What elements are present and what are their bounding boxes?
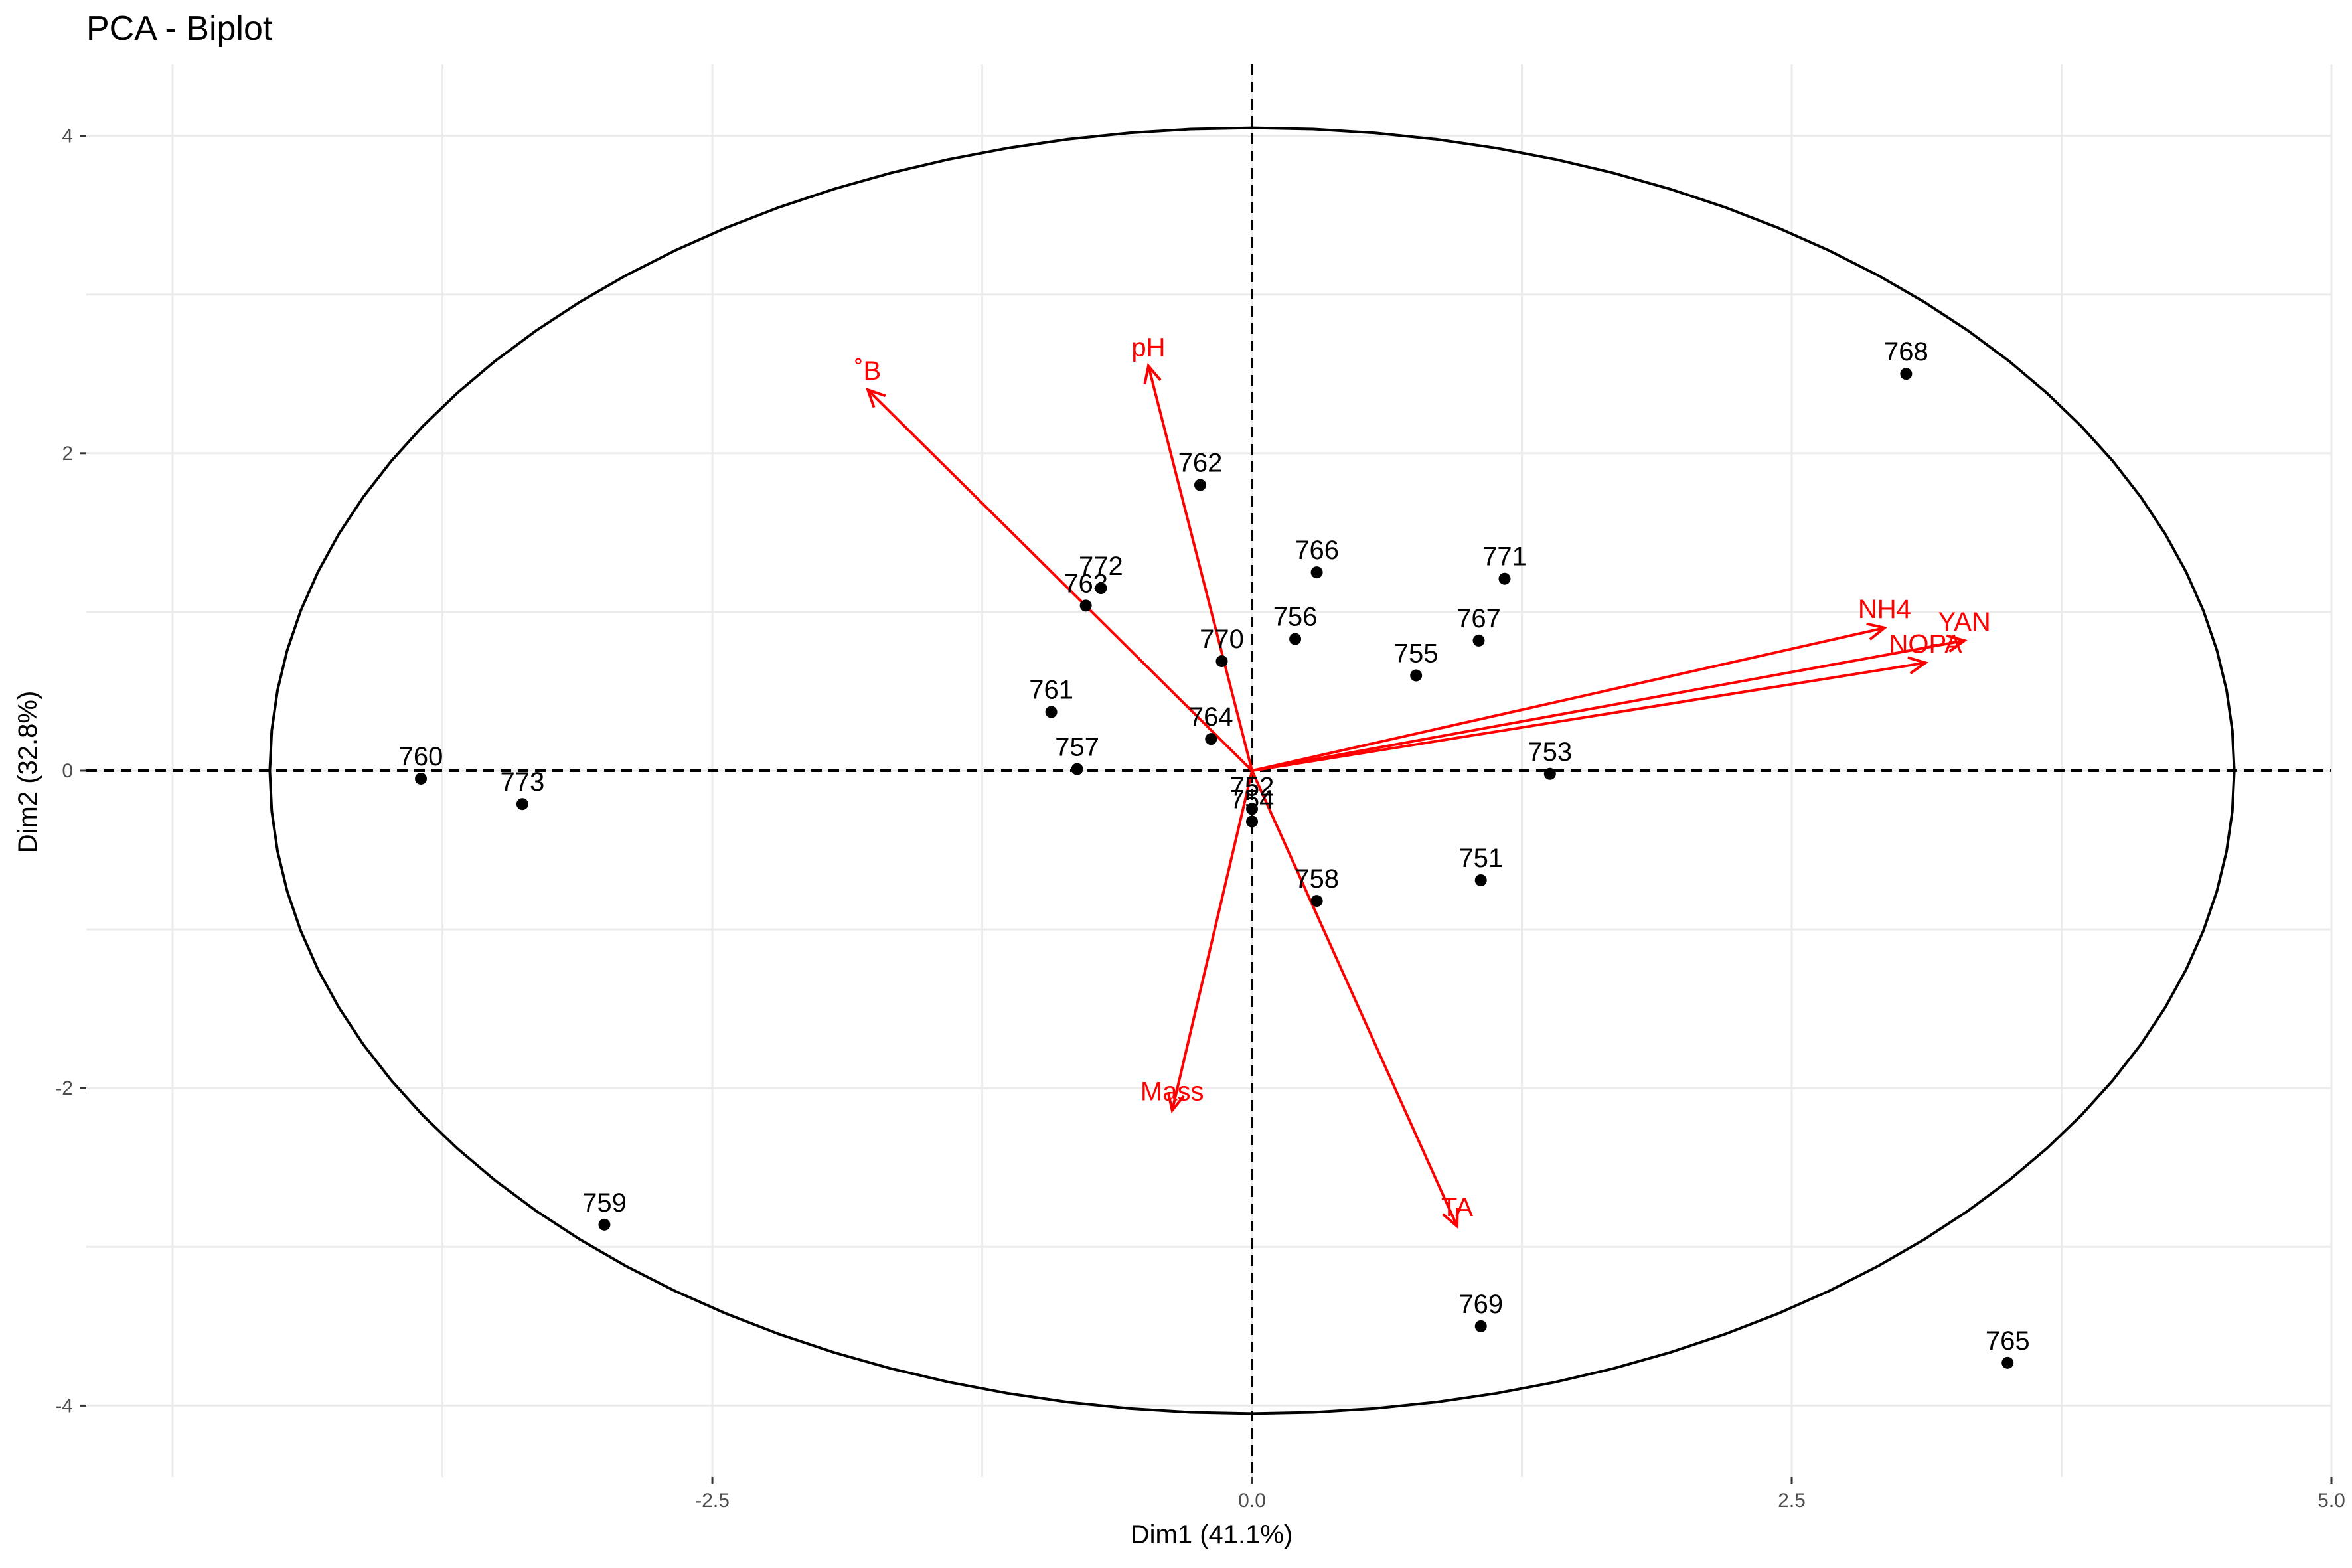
point-label: 755	[1394, 639, 1439, 668]
data-point	[1289, 633, 1302, 645]
correlation-ellipse	[268, 126, 2236, 1415]
y-tick-label: -4	[55, 1395, 73, 1417]
data-point	[1498, 572, 1511, 585]
data-point	[1045, 706, 1058, 718]
point-label: 772	[1079, 552, 1123, 581]
data-point	[1246, 815, 1259, 828]
variable-arrowhead	[1166, 1091, 1185, 1114]
variable-arrow	[1170, 770, 1253, 1111]
chart-title: PCA - Biplot	[86, 9, 273, 48]
x-axis-title: Dim1 (41.1%)	[1131, 1520, 1293, 1549]
point-label: 754	[1230, 785, 1275, 815]
data-point	[1474, 874, 1487, 886]
point-label: 769	[1458, 1290, 1503, 1319]
variable-label: NOPA	[1889, 629, 1962, 659]
data-point	[516, 798, 528, 811]
data-point	[1071, 763, 1083, 775]
point-label: 770	[1200, 625, 1244, 654]
point-label: 765	[1986, 1326, 2030, 1356]
data-point	[1194, 479, 1206, 491]
data-point	[1205, 733, 1217, 745]
data-point	[1410, 669, 1423, 682]
reference-lines	[86, 64, 2331, 1477]
data-point	[1246, 803, 1259, 815]
x-tick-label: 0.0	[1238, 1490, 1266, 1512]
variable-arrowhead	[865, 387, 886, 408]
y-tick-label: -2	[55, 1077, 73, 1099]
variable-arrow	[866, 388, 1253, 772]
y-axis: -4 -2 0 2 4	[55, 125, 86, 1417]
variable-label: NH4	[1858, 595, 1911, 624]
variable-arrowhead	[1442, 1208, 1459, 1229]
x-tick-label: 5.0	[2317, 1490, 2345, 1512]
variable-arrow	[1251, 639, 1965, 772]
variable-label: pH	[1131, 333, 1165, 362]
variable-arrowhead	[1946, 634, 1968, 653]
variable-label: YAN	[1938, 607, 1991, 637]
variable-arrow	[1251, 661, 1926, 772]
point-label: 757	[1055, 733, 1099, 762]
y-axis-title: Dim2 (32.8%)	[13, 691, 42, 854]
point-label: 758	[1294, 864, 1339, 894]
x-tick-label: -2.5	[695, 1490, 730, 1512]
x-axis: -2.5 0.0 2.5 5.0	[695, 1477, 2345, 1512]
variable-arrowhead	[1143, 362, 1162, 385]
y-tick-label: 4	[62, 125, 73, 147]
point-label: 752	[1230, 772, 1275, 801]
variable-label: ˚B	[854, 356, 881, 386]
variable-arrow	[1147, 365, 1253, 771]
data-point	[1474, 1320, 1487, 1332]
point-label: 767	[1456, 604, 1501, 633]
variable-arrowhead	[1907, 656, 1929, 675]
point-label: 768	[1884, 337, 1928, 366]
point-label: 773	[501, 767, 545, 797]
y-tick-label: 2	[62, 443, 73, 465]
variable-label: Mass	[1140, 1077, 1204, 1107]
data-point	[1472, 634, 1485, 647]
point-label: 764	[1189, 702, 1233, 732]
point-label: 751	[1458, 844, 1503, 873]
data-point	[2001, 1356, 2014, 1369]
variable-arrow	[1251, 770, 1458, 1227]
point-label: 762	[1178, 449, 1223, 478]
data-point	[415, 772, 428, 785]
variable-arrowhead	[1866, 622, 1888, 641]
data-point	[1543, 767, 1556, 780]
variable-arrow	[1251, 626, 1885, 772]
x-tick-label: 2.5	[1778, 1490, 1806, 1512]
point-label: 759	[582, 1188, 627, 1217]
y-tick-label: 0	[62, 760, 73, 782]
data-point	[1215, 655, 1228, 668]
data-point	[598, 1218, 611, 1231]
point-label: 766	[1294, 536, 1339, 565]
point-label: 760	[399, 742, 443, 771]
data-point	[1900, 368, 1913, 380]
point-label: 763	[1063, 569, 1108, 598]
data-point	[1310, 566, 1323, 579]
data-point	[1095, 582, 1107, 595]
correlation-circle	[268, 126, 2236, 1415]
data-point	[1310, 895, 1323, 907]
variable-label: TA	[1441, 1193, 1473, 1222]
point-label: 753	[1528, 738, 1572, 767]
data-point	[1079, 599, 1092, 612]
point-label: 761	[1029, 676, 1073, 705]
point-label: 771	[1482, 542, 1527, 572]
point-label: 756	[1273, 603, 1318, 632]
